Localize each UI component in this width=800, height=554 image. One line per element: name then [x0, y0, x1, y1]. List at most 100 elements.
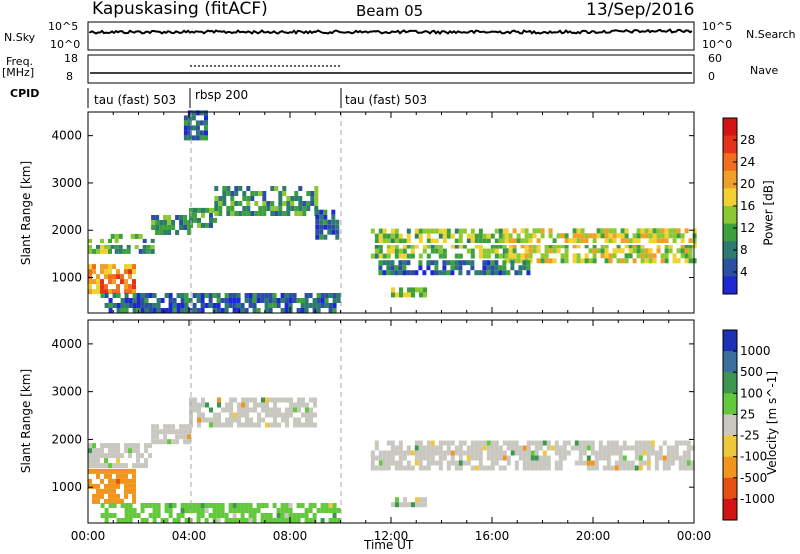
heatmap-cell: [596, 233, 601, 239]
heatmap-cell: [391, 292, 395, 298]
heatmap-cell: [124, 518, 129, 523]
heatmap-cell: [228, 508, 233, 513]
heatmap-cell: [167, 424, 172, 430]
heatmap-cell: [386, 440, 391, 446]
heatmap-cell: [140, 503, 145, 508]
heatmap-cell: [92, 463, 96, 469]
heatmap-cell: [612, 238, 617, 244]
heatmap-cell: [292, 293, 297, 298]
heatmap-cell: [652, 253, 657, 259]
heatmap-cell: [172, 308, 177, 313]
heatmap-cell: [486, 445, 491, 451]
heatmap-cell: [528, 258, 533, 264]
heatmap-cell: [241, 407, 245, 413]
heatmap-cell: [532, 228, 537, 234]
heatmap-cell: [264, 303, 269, 308]
heatmap-cell: [309, 407, 313, 413]
heatmap-cell: [382, 455, 387, 461]
heatmap-cell: [248, 303, 253, 308]
heatmap-cell: [642, 460, 647, 466]
heatmap-cell: [478, 248, 483, 254]
heatmap-cell: [284, 518, 289, 523]
heatmap-cell: [132, 493, 136, 499]
heatmap-cell: [172, 518, 177, 523]
heatmap-cell: [261, 417, 265, 423]
heatmap-cell: [234, 211, 239, 216]
heatmap-cell: [442, 233, 447, 239]
heatmap-cell: [610, 445, 615, 451]
heatmap-cell: [335, 219, 340, 225]
heatmap-cell: [378, 465, 383, 471]
heatmap-cell: [108, 473, 112, 479]
colorbar-segment: [723, 276, 737, 295]
heatmap-cell: [187, 130, 192, 136]
heatmap-cell: [628, 248, 633, 254]
heatmap-cell: [560, 258, 565, 264]
heatmap-cell: [608, 228, 613, 234]
heatmap-cell: [494, 260, 499, 266]
heatmap-cell: [411, 287, 415, 293]
heatmap-cell: [320, 508, 325, 513]
heatmap-cell: [640, 233, 645, 239]
heatmap-cell: [498, 455, 503, 461]
heatmap-cell: [176, 303, 181, 308]
heatmap-cell: [234, 186, 239, 191]
heatmap-cell: [406, 238, 411, 244]
heatmap-cell: [640, 228, 645, 234]
heatmap-cell: [212, 293, 217, 298]
heatmap-cell: [670, 450, 675, 456]
heatmap-cell: [88, 274, 92, 280]
heatmap-cell: [196, 503, 201, 508]
heatmap-cell: [151, 225, 156, 230]
heatmap-cell: [252, 293, 257, 298]
x-tick-label: 08:00: [273, 529, 308, 543]
heatmap-cell: [378, 228, 383, 234]
heatmap-cell: [614, 445, 619, 451]
cpid-segment-2: rbsp 200: [195, 88, 249, 102]
heatmap-cell: [514, 270, 519, 276]
heatmap-cell: [518, 270, 523, 276]
heatmap-cell: [241, 397, 245, 403]
heatmap-cell: [398, 445, 403, 451]
heatmap-cell: [88, 443, 92, 449]
heatmap-cell: [270, 211, 275, 216]
heatmap-cell: [634, 465, 639, 471]
heatmap-cell: [288, 513, 293, 518]
heatmap-cell: [108, 289, 112, 295]
heatmap-cell: [88, 483, 92, 489]
x-tick-label: 20:00: [576, 529, 611, 543]
heatmap-cell: [390, 455, 395, 461]
colorbar-segment: [723, 477, 737, 500]
heatmap-cell: [171, 429, 176, 435]
heatmap-cell: [564, 233, 569, 239]
heatmap-cell: [132, 443, 136, 449]
heatmap-cell: [128, 274, 132, 280]
heatmap-cell: [213, 417, 217, 423]
heatmap-cell: [634, 440, 639, 446]
heatmap-cell: [604, 243, 609, 249]
heatmap-cell: [168, 503, 173, 508]
heatmap-cell: [672, 253, 677, 259]
heatmap-cell: [548, 243, 553, 249]
heatmap-cell: [192, 303, 197, 308]
heatmap-cell: [462, 243, 467, 249]
heatmap-cell: [276, 303, 281, 308]
heatmap-cell: [374, 455, 379, 461]
heatmap-cell: [296, 518, 301, 523]
heatmap-cell: [159, 230, 164, 235]
heatmap-cell: [546, 465, 551, 471]
heatmap-cell: [146, 243, 151, 249]
heatmap-cell: [438, 460, 443, 466]
heatmap-cell: [374, 248, 379, 254]
heatmap-cell: [502, 265, 507, 271]
heatmap-cell: [494, 248, 499, 254]
heatmap-cell: [108, 243, 112, 249]
heatmap-cell: [201, 412, 205, 418]
heatmap-cell: [180, 308, 185, 313]
heatmap-cell: [188, 503, 193, 508]
heatmap-cell: [668, 233, 673, 239]
heatmap-cell: [249, 417, 253, 423]
heatmap-cell: [486, 248, 491, 254]
